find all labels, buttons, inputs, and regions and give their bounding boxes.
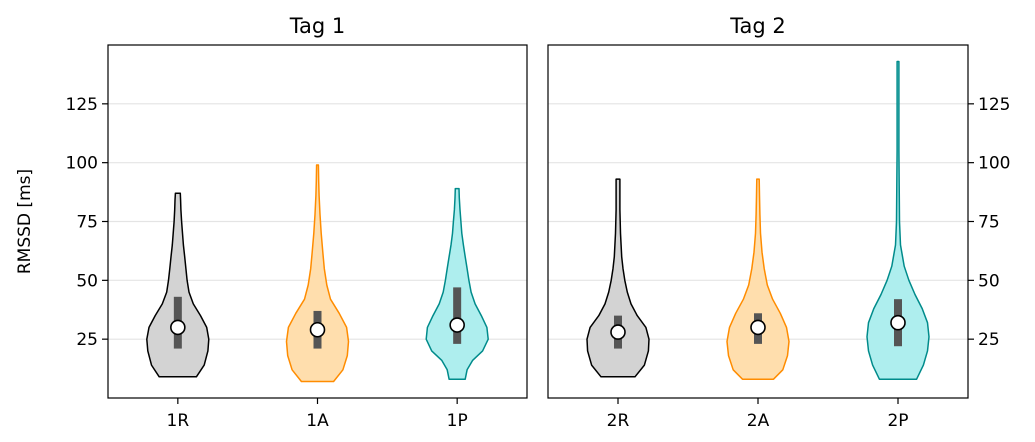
panel-title: Tag 2 (729, 14, 786, 38)
panel-2: 25 50 75 100 125 2R 2A 2P Tag 2 (547, 14, 1010, 431)
y-axis-label: RMSSD [ms] (15, 169, 35, 274)
median-marker-2R (610, 324, 626, 340)
x-tick-label: 1A (306, 411, 329, 431)
median-marker-2P (890, 314, 906, 331)
y-tick-label: 125 (66, 95, 98, 115)
x-tick-label: 1P (447, 411, 468, 431)
violin-1A (285, 164, 350, 383)
y-tick-label: 125 (978, 95, 1010, 115)
y-tick-label: 75 (76, 213, 98, 233)
y-tick-label: 75 (978, 213, 1000, 233)
y-tick-label: 25 (76, 330, 98, 350)
violin-2R (586, 178, 650, 378)
y-tick-label: 100 (978, 154, 1010, 174)
x-tick-label: 2P (887, 411, 908, 431)
iqr-bar-1P (453, 287, 462, 344)
violin-2A (726, 178, 790, 380)
violin-2P (866, 60, 930, 380)
panel-1: 25 50 75 100 125 1R 1A 1P Tag 1 RMSSD [ms] (15, 14, 528, 431)
median-marker-2A (750, 319, 766, 336)
x-tick-label: 2A (747, 411, 770, 431)
median-marker-1P (449, 317, 465, 333)
y-tick-label: 50 (76, 271, 98, 291)
x-tick-label: 1R (167, 411, 190, 431)
median-marker-1A (309, 321, 326, 338)
panel-title: Tag 1 (289, 14, 346, 38)
violin-1P (425, 187, 489, 380)
violin-1R (146, 192, 210, 378)
y-tick-label: 100 (66, 154, 98, 174)
median-marker-1R (170, 319, 186, 336)
x-tick-label: 2R (607, 411, 630, 431)
y-tick-label: 50 (978, 271, 1000, 291)
y-tick-label: 25 (978, 330, 1000, 350)
